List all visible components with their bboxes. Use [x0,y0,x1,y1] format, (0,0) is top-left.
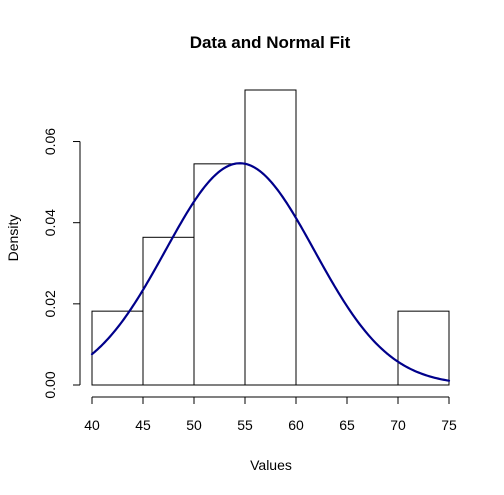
y-tick-label: 0.00 [42,371,58,398]
histogram-bar [193,163,246,386]
x-tick-label: 45 [135,417,151,433]
histogram-bar [397,310,450,386]
histogram-bar [244,89,297,386]
x-tick-label: 60 [288,417,304,433]
y-tick-label: 0.02 [42,290,58,317]
y-tick-label: 0.04 [42,209,58,236]
x-tick-label: 65 [339,417,355,433]
y-axis: 0.00 0.02 0.04 0.06 [42,128,81,399]
x-axis: 40 45 50 55 60 65 70 75 [84,396,457,433]
histogram-bars [91,89,450,386]
histogram-bar [142,236,195,386]
x-tick-label: 70 [390,417,406,433]
chart-title: Data and Normal Fit [190,33,351,52]
x-tick-label: 55 [237,417,253,433]
x-tick-label: 75 [441,417,457,433]
y-tick-label: 0.06 [42,128,58,155]
x-tick-label: 40 [84,417,100,433]
x-tick-label: 50 [186,417,202,433]
y-axis-label: Density [5,215,21,262]
x-axis-label: Values [250,457,292,473]
normal-fit-curve [90,162,451,382]
